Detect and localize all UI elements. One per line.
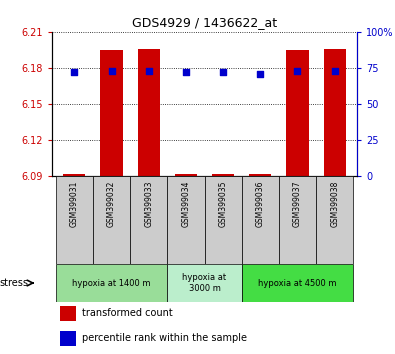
Text: transformed count: transformed count [82, 308, 172, 319]
Point [71, 69, 77, 75]
Bar [167, 264, 242, 302]
Text: GSM399038: GSM399038 [330, 181, 339, 227]
Point [331, 68, 338, 74]
Bar [279, 176, 316, 264]
Text: hypoxia at
3000 m: hypoxia at 3000 m [182, 273, 227, 293]
Text: GSM399037: GSM399037 [293, 181, 302, 227]
Point [183, 69, 189, 75]
Point [145, 68, 152, 74]
Text: GSM399034: GSM399034 [181, 181, 190, 227]
Text: stress: stress [0, 278, 28, 288]
Bar [205, 176, 242, 264]
Bar [167, 176, 205, 264]
Bar [324, 49, 346, 176]
Bar [212, 173, 234, 176]
Bar [137, 49, 160, 176]
Bar [242, 264, 353, 302]
Bar [130, 176, 167, 264]
Bar [63, 173, 85, 176]
Bar [242, 176, 279, 264]
Bar [60, 331, 76, 346]
Point [108, 68, 115, 74]
Text: hypoxia at 4500 m: hypoxia at 4500 m [258, 279, 337, 287]
Point [220, 69, 226, 75]
Bar [316, 176, 353, 264]
Bar [60, 306, 76, 321]
Text: GSM399031: GSM399031 [70, 181, 79, 227]
Bar [93, 176, 130, 264]
Text: hypoxia at 1400 m: hypoxia at 1400 m [72, 279, 151, 287]
Bar [56, 264, 167, 302]
Bar [175, 173, 197, 176]
Text: GSM399033: GSM399033 [144, 181, 153, 227]
Text: percentile rank within the sample: percentile rank within the sample [82, 333, 246, 343]
Bar [249, 173, 271, 176]
Point [294, 68, 301, 74]
Text: GSM399032: GSM399032 [107, 181, 116, 227]
Title: GDS4929 / 1436622_at: GDS4929 / 1436622_at [132, 16, 277, 29]
Text: GSM399036: GSM399036 [256, 181, 265, 227]
Bar [286, 50, 308, 176]
Bar [100, 50, 123, 176]
Bar [56, 176, 93, 264]
Point [257, 71, 263, 76]
Text: GSM399035: GSM399035 [218, 181, 228, 227]
